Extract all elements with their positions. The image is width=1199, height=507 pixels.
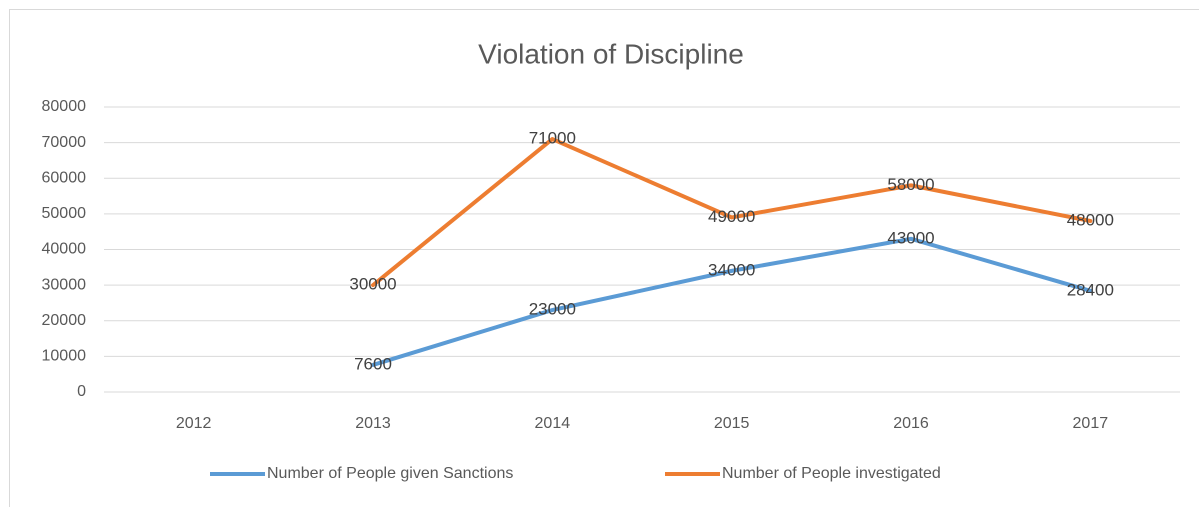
data-label: 43000 (887, 228, 934, 247)
data-label: 71000 (529, 129, 576, 148)
x-tick-label: 2016 (893, 415, 929, 432)
y-tick-label: 0 (77, 383, 86, 400)
legend-label: Number of People given Sanctions (267, 465, 513, 482)
y-tick-label: 70000 (42, 134, 87, 151)
y-tick-label: 80000 (42, 98, 87, 115)
y-tick-label: 10000 (42, 348, 87, 365)
y-tick-label: 60000 (42, 169, 87, 186)
x-tick-label: 2012 (176, 415, 212, 432)
chart-title: Violation of Discipline (478, 38, 744, 69)
chart-frame (9, 9, 1199, 507)
data-label: 7600 (354, 354, 392, 373)
data-label: 49000 (708, 207, 755, 226)
y-tick-label: 20000 (42, 312, 87, 329)
data-label: 30000 (349, 275, 396, 294)
line-series (371, 236, 1093, 367)
data-label: 23000 (529, 300, 576, 319)
data-label: 34000 (708, 260, 755, 279)
y-tick-label: 40000 (42, 241, 87, 258)
x-tick-label: 2014 (535, 415, 571, 432)
x-tick-label: 2013 (355, 415, 391, 432)
y-tick-label: 50000 (42, 205, 87, 222)
legend-label: Number of People investigated (722, 465, 941, 482)
data-label: 58000 (887, 175, 934, 194)
line-series (371, 137, 1093, 288)
y-tick-label: 30000 (42, 276, 87, 293)
x-tick-label: 2017 (1073, 415, 1109, 432)
data-label: 28400 (1067, 280, 1114, 299)
x-tick-label: 2015 (714, 415, 750, 432)
data-label: 48000 (1067, 210, 1114, 229)
